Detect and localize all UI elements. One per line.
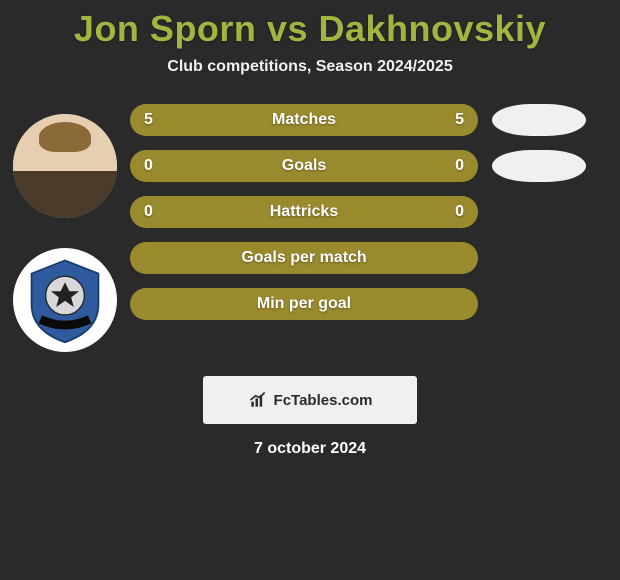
content-area: 5 Matches 5 0 Goals 0 0 Hattricks 0 Goal… — [0, 104, 620, 352]
ratio-pill — [492, 104, 586, 136]
stat-left-value: 0 — [144, 203, 153, 221]
right-column — [492, 104, 586, 352]
stat-bar: Min per goal — [130, 288, 478, 320]
stat-left-value: 0 — [144, 157, 153, 175]
stat-label: Hattricks — [270, 203, 338, 221]
stat-bar: 5 Matches 5 — [130, 104, 478, 136]
footer-site-label: FcTables.com — [274, 392, 373, 409]
stat-left-value: 5 — [144, 111, 153, 129]
page-subtitle: Club competitions, Season 2024/2025 — [167, 58, 452, 76]
stat-label: Goals — [282, 157, 326, 175]
stat-right-value: 0 — [455, 157, 464, 175]
date-text: 7 october 2024 — [254, 440, 366, 458]
ratio-pill — [492, 150, 586, 182]
stat-right-value: 0 — [455, 203, 464, 221]
stat-label: Matches — [272, 111, 336, 129]
stat-bars: 5 Matches 5 0 Goals 0 0 Hattricks 0 Goal… — [130, 104, 478, 352]
club-logo — [13, 248, 117, 352]
stat-bar: Goals per match — [130, 242, 478, 274]
avatar-face-icon — [13, 114, 117, 218]
stat-bar: 0 Hattricks 0 — [130, 196, 478, 228]
footer-site-box: FcTables.com — [203, 376, 417, 424]
stat-right-value: 5 — [455, 111, 464, 129]
stat-label: Min per goal — [257, 295, 351, 313]
left-column — [0, 104, 130, 352]
stat-label: Goals per match — [241, 249, 366, 267]
player-avatar — [13, 114, 117, 218]
stat-bar: 0 Goals 0 — [130, 150, 478, 182]
chart-icon — [248, 390, 268, 410]
page-title: Jon Sporn vs Dakhnovskiy — [74, 8, 546, 50]
club-crest-icon — [21, 256, 109, 344]
